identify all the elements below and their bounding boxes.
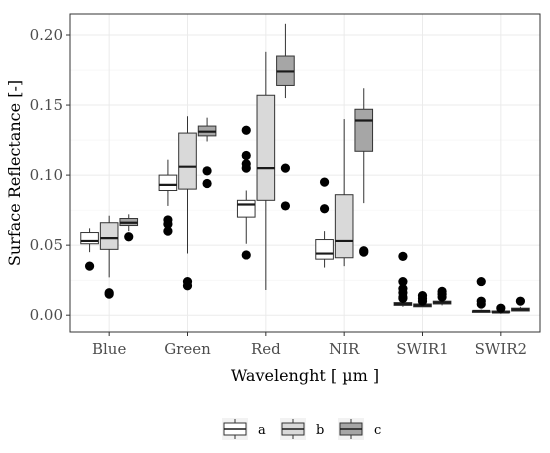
outlier-point — [398, 276, 408, 287]
outlier-point — [124, 232, 134, 242]
y-axis: 0.00 0.05 0.10 0.15 0.20 — [30, 26, 70, 324]
box-a-swir1 — [393, 251, 413, 307]
grid-lines — [70, 14, 540, 332]
box-iqr — [236, 199, 256, 218]
plot-panel-border — [69, 13, 541, 333]
box-iqr — [80, 232, 99, 245]
legend-item-c: c — [338, 418, 381, 440]
outlier-point — [182, 281, 193, 291]
box-a-red — [236, 125, 256, 260]
outlier-point — [163, 219, 173, 229]
outlier-point — [359, 247, 369, 257]
outlier-point — [417, 296, 428, 306]
box-iqr — [256, 94, 276, 201]
outlier-point — [280, 163, 291, 173]
box-b-red — [256, 51, 276, 290]
outlier-point — [202, 166, 212, 176]
box-a-nir — [315, 177, 334, 268]
x-tick-label: SWIR1 — [396, 340, 448, 358]
x-tick-label: NIR — [329, 340, 360, 358]
box-b-swir2 — [491, 303, 511, 314]
x-tick-label: Green — [164, 340, 211, 358]
x-tick-label: SWIR2 — [475, 340, 527, 358]
x-tick-label: Blue — [92, 340, 126, 358]
outlier-point — [241, 163, 251, 173]
outlier-point — [437, 292, 447, 302]
box-iqr — [334, 194, 354, 259]
outlier-point — [280, 201, 291, 211]
outlier-point — [515, 296, 526, 306]
outlier-point — [496, 303, 506, 313]
outlier-point — [319, 204, 330, 214]
legend-item-b: b — [280, 418, 324, 440]
outlier-point — [163, 226, 173, 236]
box-iqr — [354, 108, 374, 152]
outlier-point — [241, 125, 251, 135]
outlier-point — [319, 177, 330, 187]
box-b-swir1 — [413, 290, 432, 308]
box-b-nir — [334, 119, 354, 267]
y-tick-label: 0.20 — [30, 26, 63, 44]
box-c-nir — [354, 88, 374, 257]
y-tick-label: 0.05 — [30, 236, 63, 254]
x-axis-title: Wavelenght [ µm ] — [231, 366, 379, 385]
outlier-point — [398, 293, 408, 303]
y-tick-label: 0.15 — [30, 96, 63, 114]
outlier-point — [398, 251, 408, 261]
legend-label: c — [374, 423, 381, 438]
box-c-swir1 — [432, 286, 452, 306]
outlier-point — [241, 250, 251, 260]
legend: a b c — [222, 418, 381, 440]
outlier-point — [104, 289, 114, 299]
box-iqr — [315, 239, 334, 260]
outlier-point — [476, 276, 486, 287]
legend-label: a — [258, 423, 266, 438]
box-iqr — [178, 132, 197, 190]
box-a-green — [158, 159, 178, 236]
outlier-point — [202, 178, 212, 189]
box-c-blue — [119, 214, 139, 242]
box-b-green — [178, 116, 197, 291]
outlier-point — [241, 150, 251, 161]
series-b — [99, 51, 511, 314]
box-a-blue — [80, 228, 99, 271]
y-tick-label: 0.00 — [30, 306, 63, 324]
y-axis-title: Surface Reflectance [-] — [5, 80, 24, 266]
outlier-point — [84, 261, 95, 271]
series-a — [80, 125, 491, 313]
box-c-red — [276, 23, 295, 211]
series-c — [119, 23, 530, 312]
x-axis: Blue Green Red NIR SWIR1 SWIR2 — [92, 332, 527, 358]
box-iqr — [158, 174, 178, 192]
x-tick-label: Red — [251, 340, 281, 358]
y-tick-label: 0.10 — [30, 166, 63, 184]
box-iqr — [99, 222, 119, 250]
box-series-layer — [80, 23, 530, 314]
box-c-green — [197, 117, 217, 189]
box-b-blue — [99, 215, 119, 299]
legend-label: b — [316, 423, 324, 438]
box-a-swir2 — [471, 276, 491, 313]
box-c-swir2 — [511, 296, 530, 312]
legend-item-a: a — [222, 418, 266, 440]
outlier-point — [476, 299, 486, 309]
